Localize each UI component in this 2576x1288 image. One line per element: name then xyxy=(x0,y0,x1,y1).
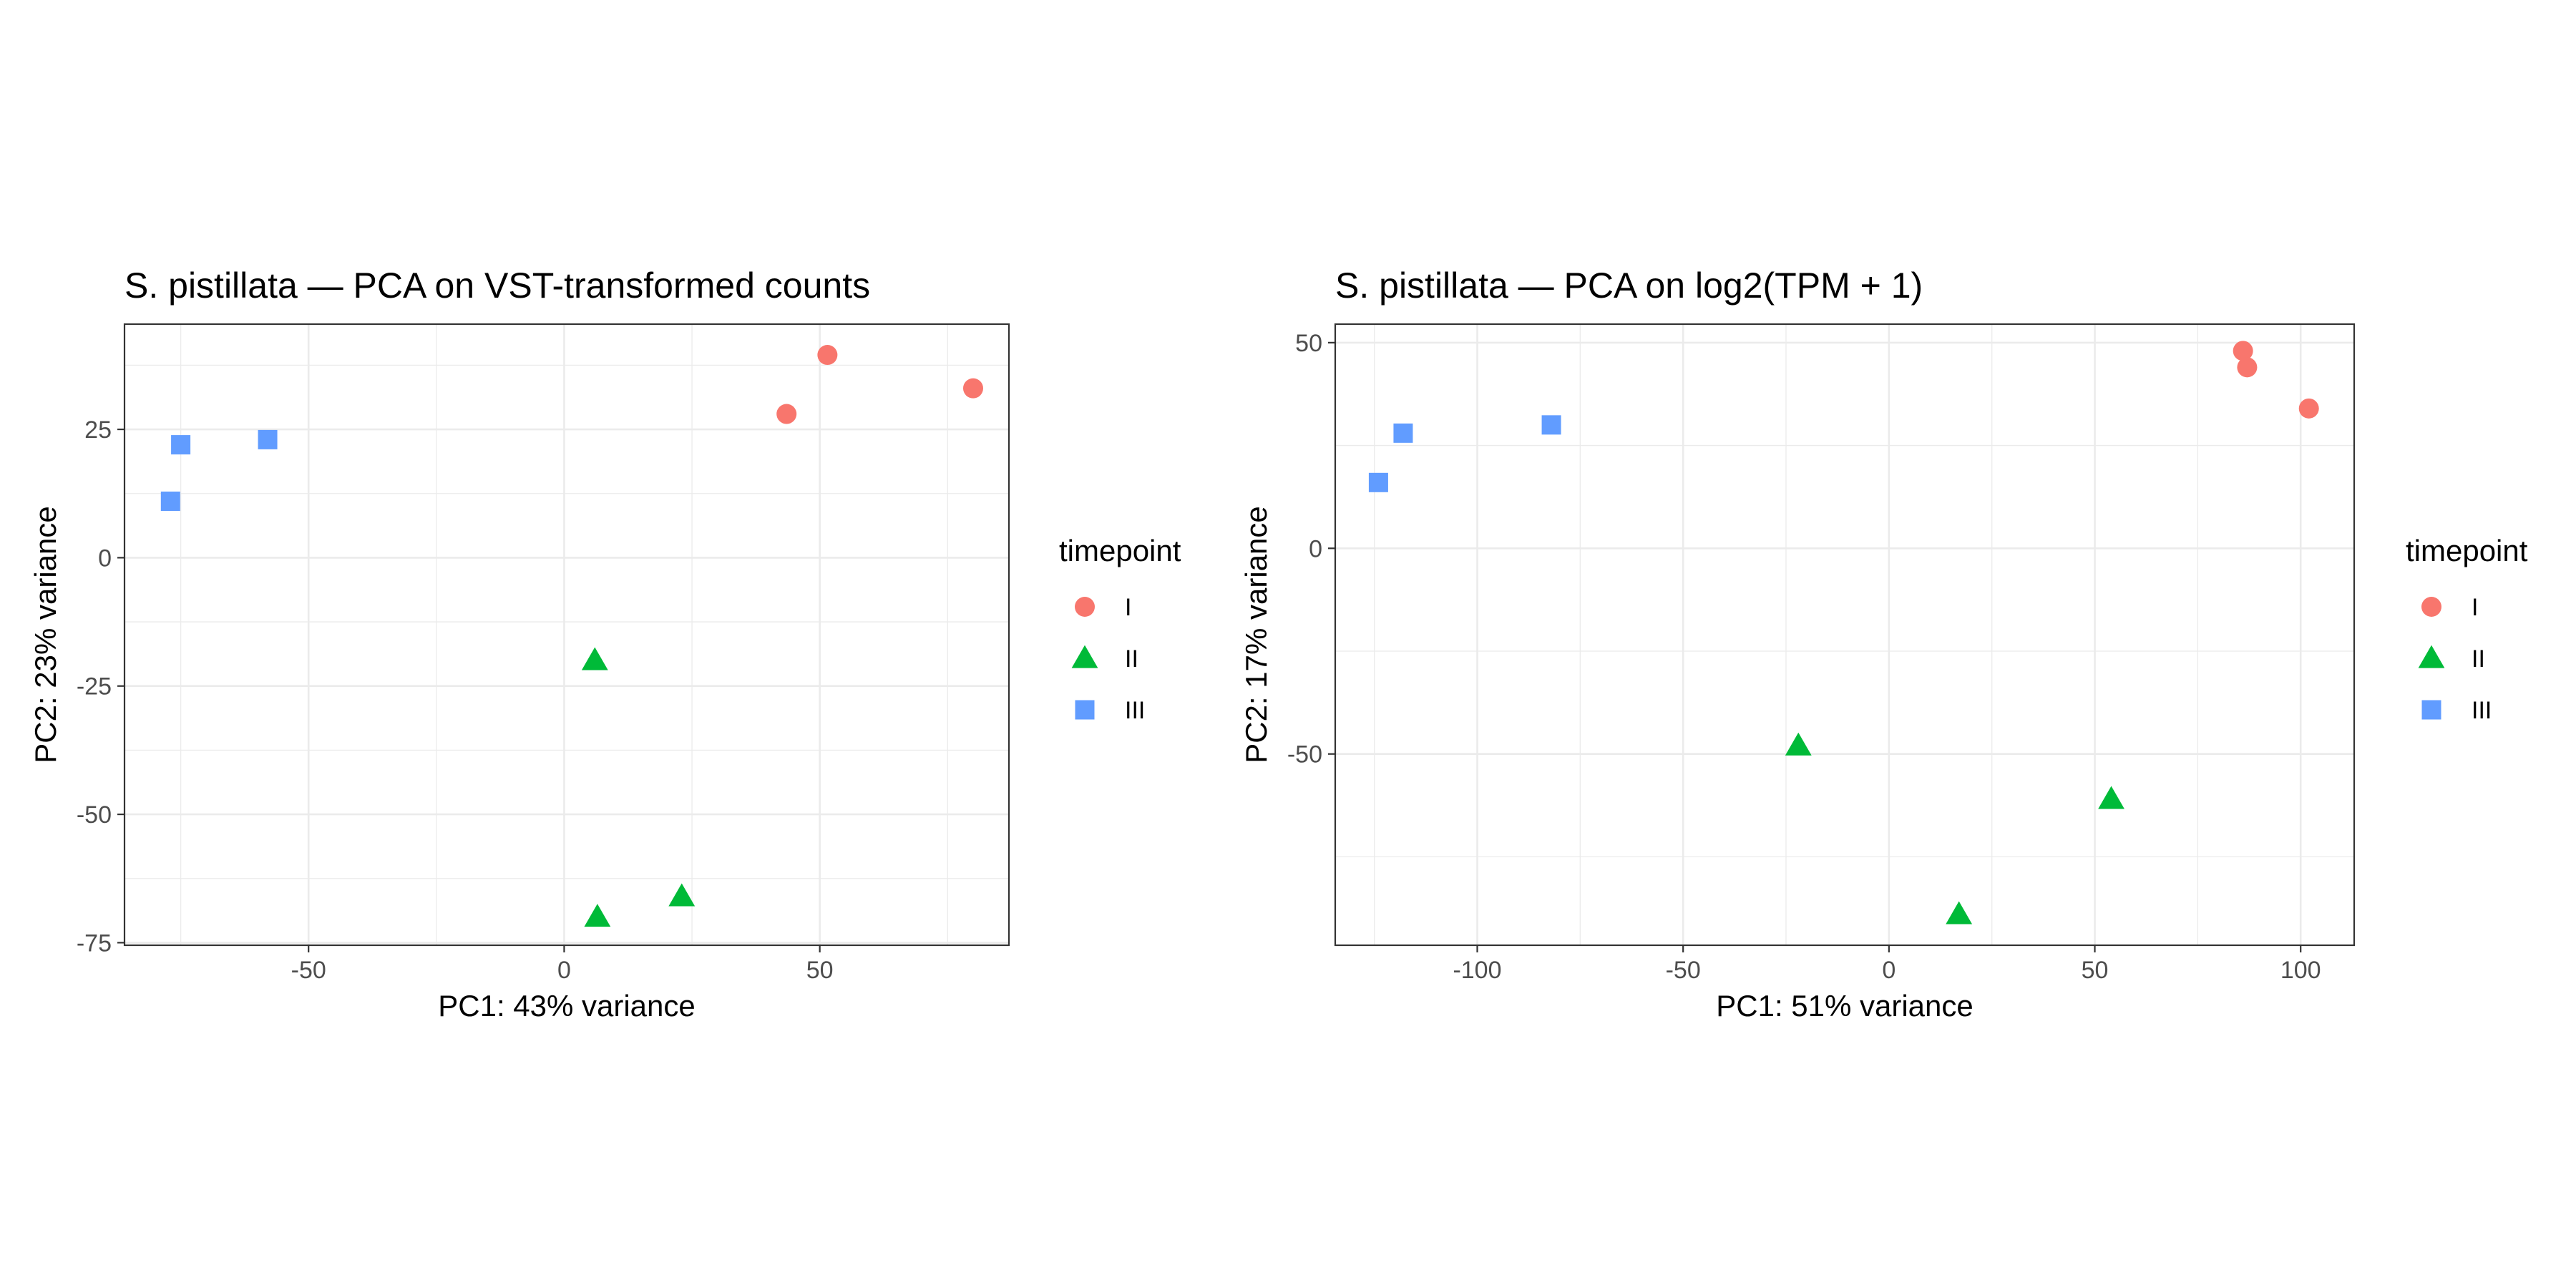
pca1-gridlines xyxy=(125,324,1009,945)
pca2-legend-label-ii: II xyxy=(2472,645,2485,673)
pca1-y-axis-title: PC2: 23% variance xyxy=(29,506,62,763)
pca1-point-i xyxy=(817,345,838,366)
pca1-y-tick-label: -50 xyxy=(77,801,112,829)
pca2-panel-border xyxy=(1334,323,2356,947)
pca2-gridlines xyxy=(1335,324,2354,945)
pca2-legend-key-iii xyxy=(2421,700,2441,720)
pca1-point-ii xyxy=(668,883,696,907)
pca2-point-ii xyxy=(1946,901,1973,924)
pca2-x-tick-label: 50 xyxy=(2082,957,2109,984)
pca1-point-iii xyxy=(160,491,180,511)
pca1-legend-label-ii: II xyxy=(1125,645,1138,673)
pca1-legend-key-ii xyxy=(1071,645,1098,668)
pca2-point-iii xyxy=(1368,472,1388,492)
pca1-legend-title: timepoint xyxy=(1059,534,1181,567)
pca2-y-tick-label: 50 xyxy=(1295,330,1322,357)
pca2-point-ii xyxy=(2098,786,2124,809)
pca2-point-iii xyxy=(1541,415,1561,435)
pca1-y-tick-label: -75 xyxy=(77,930,112,957)
pca1-title: S. pistillata — PCA on VST-transformed c… xyxy=(125,265,870,306)
pca2-legend-label-iii: III xyxy=(2472,697,2492,724)
pca1-x-tick-label: -50 xyxy=(291,957,326,984)
pca2-legend-key-i xyxy=(2421,597,2441,617)
pca1-legend-key-iii xyxy=(1075,700,1095,720)
pca2-y-tick-label: -50 xyxy=(1287,741,1322,769)
pca1-panel-border xyxy=(123,323,1010,947)
pca1-point-i xyxy=(776,404,797,424)
pca1-y-tick-label: 0 xyxy=(98,545,112,572)
pca2-point-i xyxy=(2298,398,2319,419)
pca1-point-ii xyxy=(581,647,608,670)
pca1-y-tick-label: -25 xyxy=(77,673,112,701)
pca2-legend-key-ii xyxy=(2418,645,2445,668)
pca2-legend-title: timepoint xyxy=(2406,534,2528,567)
pca2-x-axis-title: PC1: 51% variance xyxy=(1716,989,1974,1023)
pca2-x-tick-label: -100 xyxy=(1453,957,1501,984)
pca1-point-i xyxy=(962,378,983,399)
pca2-x-tick-label: -50 xyxy=(1666,957,1701,984)
pca1-legend-label-i: I xyxy=(1125,594,1131,621)
pca1-chart: S. pistillata — PCA on VST-transformed c… xyxy=(29,265,1181,1023)
pca1-y-tick-label: 25 xyxy=(84,416,112,444)
pca1-point-ii xyxy=(584,904,611,927)
pca2-chart: S. pistillata — PCA on log2(TPM + 1) -100… xyxy=(1239,265,2528,1023)
pca2-title: S. pistillata — PCA on log2(TPM + 1) xyxy=(1335,265,1923,306)
pca2-point-ii xyxy=(1785,732,1812,756)
pca2-x-tick-label: 0 xyxy=(1882,957,1896,984)
pca2-legend-label-i: I xyxy=(2472,594,2478,621)
pca1-point-iii xyxy=(171,435,191,455)
pca2-y-axis-title: PC2: 17% variance xyxy=(1239,506,1273,763)
pca2-x-tick-label: 100 xyxy=(2280,957,2321,984)
pca2-point-i xyxy=(2233,341,2253,361)
pca1-x-tick-label: 50 xyxy=(806,957,834,984)
pca1-point-iii xyxy=(258,429,278,449)
pca1-legend-label-iii: III xyxy=(1125,697,1145,724)
pca1-panel xyxy=(125,324,1009,945)
pca2-point-iii xyxy=(1393,423,1413,443)
pca2-panel xyxy=(1335,324,2354,945)
pca1-x-axis-title: PC1: 43% variance xyxy=(438,989,696,1023)
pca2-points xyxy=(1368,341,2319,924)
pca2-point-i xyxy=(2237,357,2258,378)
pca2-y-tick-label: 0 xyxy=(1309,535,1322,562)
pca1-legend-key-i xyxy=(1075,597,1095,617)
pca1-x-tick-label: 0 xyxy=(557,957,571,984)
pca1-points xyxy=(160,345,983,927)
